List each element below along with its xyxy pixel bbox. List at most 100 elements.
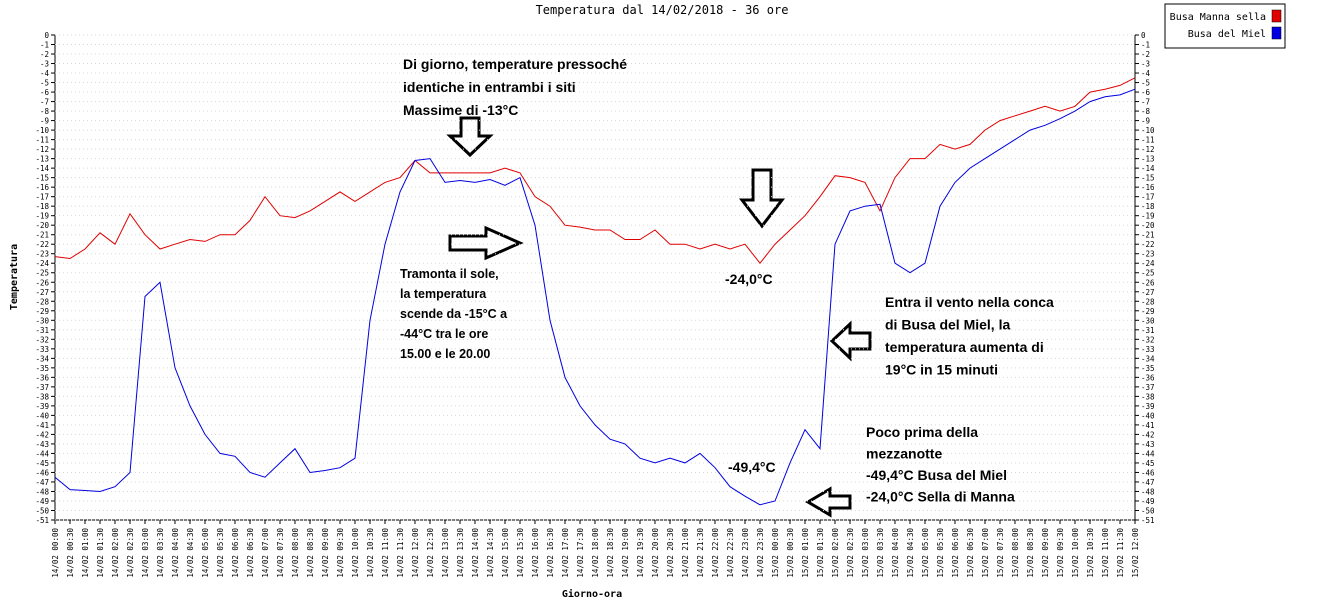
y-tick-label: -6	[40, 88, 50, 97]
x-tick-label: 15/02 02:00	[831, 528, 840, 578]
y2-tick-label: -19	[1141, 212, 1155, 221]
y2-tick-label: -44	[1141, 449, 1155, 458]
y2-tick-label: -14	[1141, 164, 1155, 173]
annotation: identiche in entrambi i siti	[403, 79, 576, 95]
y-tick-label: -20	[35, 221, 49, 230]
y-tick-label: -45	[35, 459, 49, 468]
y2-tick-label: -39	[1141, 402, 1155, 411]
legend-label: Busa Manna sella	[1170, 12, 1266, 23]
y2-tick-label: -5	[1141, 79, 1150, 88]
y-tick-label: -36	[35, 373, 49, 382]
y2-tick-label: -31	[1141, 326, 1155, 335]
x-tick-label: 15/02 00:30	[786, 528, 795, 578]
y2-tick-label: -45	[1141, 459, 1155, 468]
x-tick-label: 15/02 10:00	[1071, 528, 1080, 578]
y-tick-label: -51	[35, 516, 49, 525]
y2-tick-label: -40	[1141, 411, 1155, 420]
annotation: -24,0°C	[725, 271, 773, 287]
y-tick-label: -24	[35, 259, 49, 268]
y2-tick-label: -51	[1141, 516, 1155, 525]
x-tick-label: 14/02 19:30	[636, 528, 645, 578]
x-tick-label: 14/02 13:00	[441, 528, 450, 578]
annotation: temperatura aumenta di	[885, 339, 1044, 355]
y2-tick-label: -34	[1141, 354, 1155, 363]
y-tick-label: -16	[35, 183, 49, 192]
y2-tick-label: -23	[1141, 250, 1155, 259]
x-tick-label: 15/02 11:00	[1101, 528, 1110, 578]
y2-tick-label: -3	[1141, 60, 1150, 69]
x-tick-label: 14/02 01:00	[81, 528, 90, 578]
x-tick-label: 15/02 06:30	[966, 528, 975, 578]
x-tick-label: 15/02 05:00	[921, 528, 930, 578]
y-tick-label: -23	[35, 250, 49, 259]
y-tick-label: -43	[35, 440, 49, 449]
y-tick-label: -3	[40, 60, 49, 69]
y-tick-label: -1	[40, 41, 49, 50]
x-tick-label: 15/02 05:30	[936, 528, 945, 578]
annotation: Entra il vento nella conca	[885, 294, 1054, 310]
y-tick-label: -39	[35, 402, 49, 411]
y-tick-label: -48	[35, 487, 49, 496]
x-tick-label: 15/02 01:00	[801, 528, 810, 578]
y-tick-label: -19	[35, 212, 49, 221]
x-tick-label: 15/02 12:00	[1131, 528, 1140, 578]
x-tick-label: 15/02 03:00	[861, 528, 870, 578]
x-tick-label: 14/02 17:00	[561, 528, 570, 578]
y2-tick-label: -37	[1141, 383, 1155, 392]
annotation: Di giorno, temperature pressoché	[403, 56, 627, 72]
annotation: la temperatura	[400, 287, 487, 301]
x-tick-label: 15/02 02:30	[846, 528, 855, 578]
x-tick-label: 15/02 04:00	[891, 528, 900, 578]
y-tick-label: -25	[35, 269, 49, 278]
y-tick-label: -4	[40, 69, 50, 78]
x-tick-label: 14/02 10:00	[351, 528, 360, 578]
x-tick-label: 14/02 01:30	[96, 528, 105, 578]
annotation: di Busa del Miel, la	[885, 317, 1010, 333]
x-tick-label: 15/02 01:30	[816, 528, 825, 578]
legend-swatch	[1271, 9, 1282, 23]
y2-tick-label: -46	[1141, 468, 1155, 477]
x-tick-label: 14/02 16:00	[531, 528, 540, 578]
y2-tick-label: -42	[1141, 430, 1155, 439]
y2-tick-label: -38	[1141, 392, 1155, 401]
x-tick-label: 15/02 09:30	[1056, 528, 1065, 578]
y2-tick-label: 0	[1141, 31, 1146, 40]
y-tick-label: -29	[35, 307, 49, 316]
y-tick-label: 0	[44, 31, 49, 40]
y-tick-label: -42	[35, 430, 49, 439]
y2-tick-label: -4	[1141, 69, 1151, 78]
annotation: mezzanotte	[866, 446, 942, 462]
x-tick-label: 14/02 21:30	[696, 528, 705, 578]
y2-tick-label: -20	[1141, 221, 1155, 230]
y-tick-label: -41	[35, 421, 49, 430]
x-tick-label: 15/02 09:00	[1041, 528, 1050, 578]
y-tick-label: -37	[35, 383, 49, 392]
x-tick-label: 14/02 05:30	[216, 528, 225, 578]
y-tick-label: -44	[35, 449, 49, 458]
y-tick-label: -15	[35, 174, 49, 183]
y-tick-label: -26	[35, 278, 49, 287]
x-tick-label: 14/02 08:30	[306, 528, 315, 578]
y2-tick-label: -36	[1141, 373, 1155, 382]
y-tick-label: -40	[35, 411, 49, 420]
y-tick-label: -13	[35, 155, 49, 164]
x-tick-label: 14/02 18:00	[591, 528, 600, 578]
x-tick-label: 14/02 11:00	[381, 528, 390, 578]
y-tick-label: -5	[40, 79, 49, 88]
y2-tick-label: -16	[1141, 183, 1155, 192]
x-tick-label: 14/02 11:30	[396, 528, 405, 578]
y2-tick-label: -6	[1141, 88, 1151, 97]
x-tick-label: 15/02 06:00	[951, 528, 960, 578]
annotation: Tramonta il sole,	[400, 267, 499, 281]
arrow-left	[805, 486, 852, 518]
x-tick-label: 14/02 19:00	[621, 528, 630, 578]
y2-tick-label: -18	[1141, 202, 1155, 211]
x-tick-label: 15/02 10:30	[1086, 528, 1095, 578]
y2-tick-label: -11	[1141, 136, 1155, 145]
x-tick-label: 14/02 00:00	[51, 528, 60, 578]
x-tick-label: 15/02 07:30	[996, 528, 1005, 578]
x-tick-label: 14/02 10:30	[366, 528, 375, 578]
x-tick-label: 14/02 20:30	[666, 528, 675, 578]
y2-tick-label: -15	[1141, 174, 1155, 183]
x-tick-label: 14/02 08:00	[291, 528, 300, 578]
